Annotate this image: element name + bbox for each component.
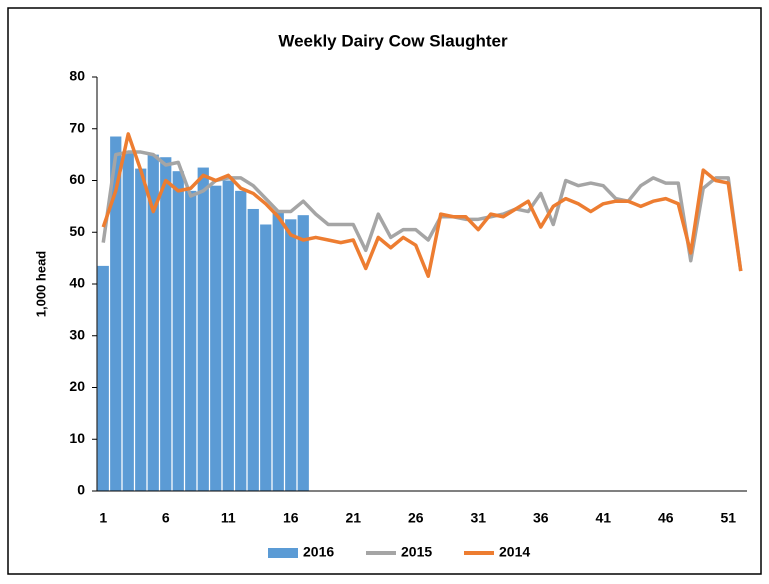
y-tick-label: 0 (77, 482, 85, 498)
y-tick-label: 70 (69, 119, 85, 135)
legend-label: 2016 (303, 544, 334, 560)
chart-title: Weekly Dairy Cow Slaughter (278, 31, 508, 50)
x-tick-label: 21 (345, 510, 361, 526)
x-tick-label: 31 (470, 510, 486, 526)
bar (235, 190, 247, 491)
x-tick-label: 46 (658, 510, 674, 526)
x-tick-label: 41 (595, 510, 611, 526)
bar (285, 219, 297, 491)
bar (97, 265, 109, 491)
bar (260, 224, 272, 492)
bar (222, 180, 234, 491)
bar (210, 185, 222, 492)
y-tick-label: 10 (69, 430, 85, 446)
bar (197, 167, 209, 491)
bar (160, 157, 172, 491)
x-tick-label: 1 (99, 510, 107, 526)
legend-label: 2014 (499, 544, 530, 560)
y-tick-label: 50 (69, 223, 85, 239)
x-tick-label: 26 (408, 510, 424, 526)
bar (247, 208, 259, 491)
bar (122, 152, 134, 491)
bar (297, 215, 309, 492)
x-tick-label: 11 (221, 510, 236, 526)
y-axis-label: 1,000 head (33, 251, 48, 318)
legend-swatch (268, 548, 298, 558)
y-tick-label: 60 (69, 171, 85, 187)
bar (185, 190, 197, 491)
y-tick-label: 20 (69, 378, 85, 394)
legend-label: 2015 (401, 544, 432, 560)
y-tick-label: 40 (69, 275, 85, 291)
x-tick-label: 51 (720, 510, 736, 526)
bar (135, 168, 147, 491)
x-tick-label: 36 (533, 510, 549, 526)
y-tick-label: 30 (69, 326, 85, 342)
bar (110, 136, 122, 491)
bar (172, 171, 184, 491)
line-series (101, 150, 743, 272)
bar (272, 211, 284, 492)
x-tick-label: 6 (162, 510, 170, 526)
bar (147, 154, 159, 491)
y-tick-label: 80 (69, 68, 85, 84)
line-series (101, 132, 743, 278)
x-tick-label: 16 (283, 510, 299, 526)
